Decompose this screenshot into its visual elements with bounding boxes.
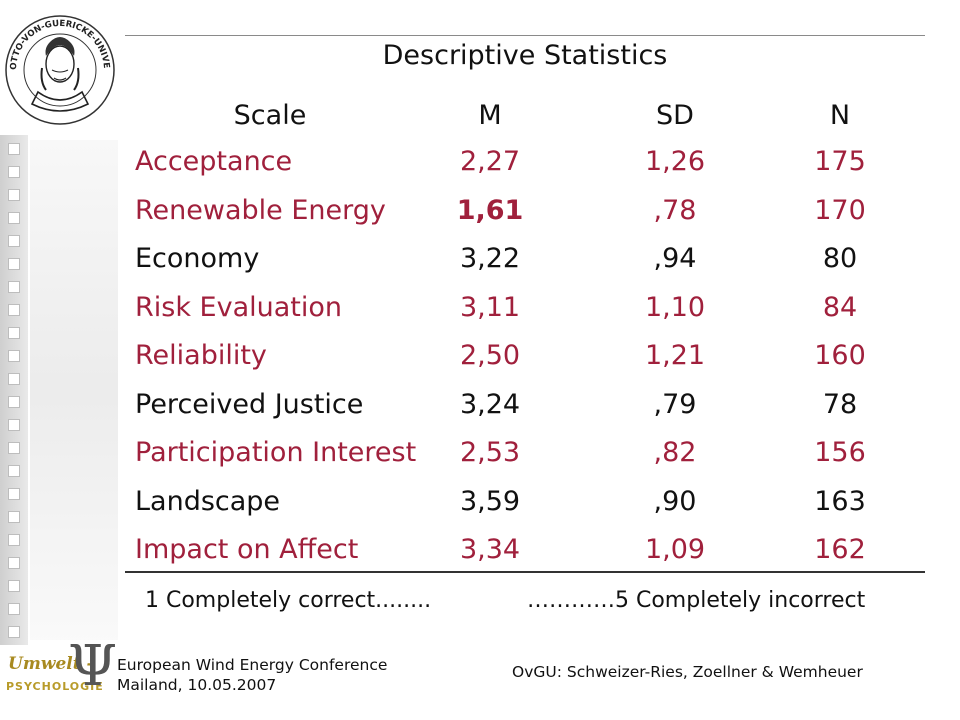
table-row: Landscape 3,59 ,90 163: [125, 486, 925, 532]
cell-n: 78: [822, 388, 858, 420]
cell-n: 84: [822, 291, 858, 323]
table-row: Participation Interest 2,53 ,82 156: [125, 437, 925, 483]
cell-m: 3,22: [459, 243, 521, 274]
umwelt-psychologie-logo: Umwelt - PSYCHOLOGIE Ψ: [4, 634, 117, 710]
table-bottom-rule: [125, 571, 925, 573]
header-sd: SD: [656, 100, 694, 131]
cell-n: 162: [814, 534, 866, 565]
strip-square: [8, 304, 20, 316]
strip-square: [8, 235, 20, 247]
cell-scale: Reliability: [135, 340, 267, 371]
cell-sd: 1,10: [644, 291, 706, 323]
table-row: Renewable Energy 1,61 ,78 170: [125, 195, 925, 241]
university-seal: OTTO-VON-GUERICKE-UNIVERSITÄT MAGDEBURG: [2, 8, 115, 125]
strip-square: [8, 281, 20, 293]
footer-authors: OvGU: Schweizer-Ries, Zoellner & Wemheue…: [512, 663, 863, 681]
cell-m: 2,27: [459, 146, 521, 177]
strip-square: [8, 189, 20, 201]
cell-sd: ,94: [653, 243, 697, 274]
cell-n: 170: [814, 194, 866, 226]
cell-m: 3,11: [459, 291, 521, 323]
logo-subtext: PSYCHOLOGIE: [6, 680, 104, 693]
strip-square: [8, 143, 20, 155]
table-row: Acceptance 2,27 1,26 175: [125, 146, 925, 192]
strip-square: [8, 258, 20, 270]
scale-anchor-high: …………5 Completely incorrect: [527, 588, 866, 613]
cell-scale: Acceptance: [135, 146, 293, 177]
header-n: N: [829, 100, 851, 131]
strip-square: [8, 350, 20, 362]
cell-sd: 1,21: [644, 340, 706, 371]
psi-icon: Ψ: [68, 634, 118, 699]
strip-square: [8, 396, 20, 408]
header-m: M: [478, 100, 502, 131]
cell-sd: ,78: [653, 194, 697, 226]
strip-square: [8, 442, 20, 454]
table-top-rule: [125, 35, 925, 36]
footer-conference-name: European Wind Energy Conference: [117, 656, 388, 674]
cell-sd: ,82: [653, 437, 697, 468]
cell-n: 160: [814, 340, 866, 371]
cell-m: 3,24: [459, 388, 521, 420]
strip-square: [8, 603, 20, 615]
table-header-row: Scale M SD N: [125, 100, 925, 146]
cell-m: 1,61: [456, 194, 524, 226]
table-row: Economy 3,22 ,94 80: [125, 243, 925, 289]
cell-n: 156: [814, 437, 866, 468]
cell-m: 2,50: [459, 340, 521, 371]
cell-scale: Participation Interest: [135, 437, 417, 468]
logo-text: Umwelt -: [8, 654, 94, 674]
cell-sd: ,90: [653, 485, 697, 517]
decorative-side-strip: [0, 135, 28, 645]
strip-square: [8, 212, 20, 224]
cell-sd: 1,26: [644, 146, 706, 177]
strip-square: [8, 580, 20, 592]
strip-square: [8, 465, 20, 477]
strip-square: [8, 166, 20, 178]
strip-square: [8, 488, 20, 500]
cell-scale: Perceived Justice: [135, 388, 364, 420]
strip-square: [8, 327, 20, 339]
cell-scale: Renewable Energy: [135, 194, 386, 226]
cell-scale: Risk Evaluation: [135, 291, 343, 323]
scale-anchor-low: 1 Completely correct........: [145, 588, 432, 613]
strip-square: [8, 534, 20, 546]
cell-m: 3,59: [459, 485, 521, 517]
strip-square: [8, 373, 20, 385]
table-row: Reliability 2,50 1,21 160: [125, 340, 925, 386]
header-scale: Scale: [233, 100, 307, 131]
cell-n: 80: [822, 243, 858, 274]
cell-scale: Impact on Affect: [135, 534, 359, 565]
footer-conference-date: Mailand, 10.05.2007: [117, 676, 277, 694]
table-row: Impact on Affect 3,34 1,09 162: [125, 534, 925, 580]
cell-sd: 1,09: [644, 534, 706, 565]
table-row: Perceived Justice 3,24 ,79 78: [125, 389, 925, 435]
strip-square: [8, 557, 20, 569]
table-title: Descriptive Statistics: [382, 40, 668, 71]
strip-square: [8, 511, 20, 523]
cell-scale: Landscape: [135, 485, 281, 517]
strip-square: [8, 419, 20, 431]
decorative-gradient: [30, 140, 118, 640]
cell-n: 163: [814, 485, 866, 517]
footer-conference: European Wind Energy Conference Mailand,…: [117, 655, 387, 695]
cell-sd: ,79: [653, 388, 697, 420]
cell-m: 2,53: [459, 437, 521, 468]
cell-n: 175: [814, 146, 866, 177]
cell-m: 3,34: [459, 534, 521, 565]
strip-square: [8, 626, 20, 638]
table-row: Risk Evaluation 3,11 1,10 84: [125, 292, 925, 338]
cell-scale: Economy: [135, 243, 260, 274]
